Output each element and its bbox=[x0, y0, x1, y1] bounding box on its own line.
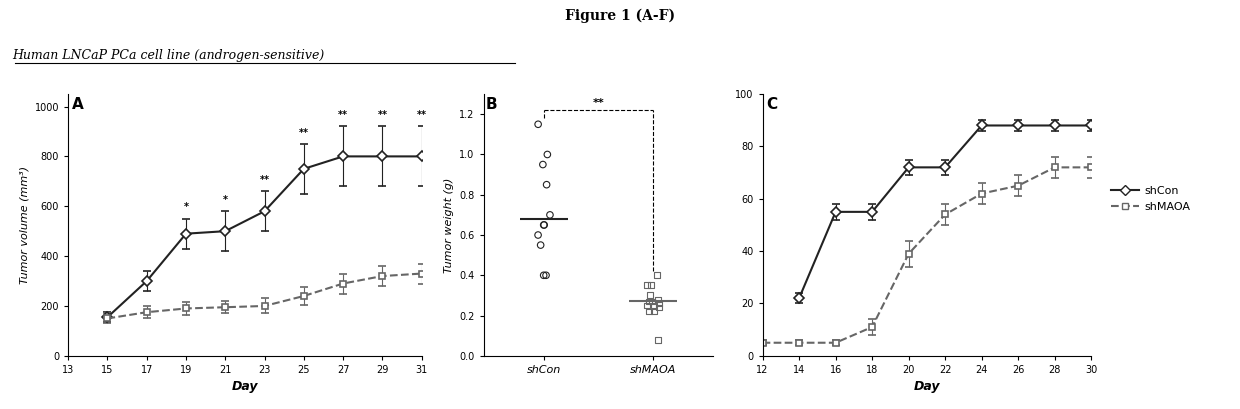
Y-axis label: Tumor volume (mm³): Tumor volume (mm³) bbox=[19, 166, 29, 284]
Text: Human LNCaP PCa cell line (androgen-sensitive): Human LNCaP PCa cell line (androgen-sens… bbox=[12, 49, 325, 62]
Text: **: ** bbox=[299, 128, 309, 138]
Y-axis label: Tumor weight (g): Tumor weight (g) bbox=[444, 177, 454, 273]
Point bbox=[531, 242, 551, 248]
Text: **: ** bbox=[417, 110, 427, 120]
Text: Figure 1 (A-F): Figure 1 (A-F) bbox=[565, 8, 675, 22]
Point bbox=[644, 308, 663, 315]
Text: **: ** bbox=[259, 175, 269, 185]
Point bbox=[534, 222, 554, 228]
Point bbox=[645, 302, 665, 309]
Text: **: ** bbox=[339, 110, 348, 120]
Text: A: A bbox=[72, 97, 83, 112]
Text: **: ** bbox=[593, 98, 604, 108]
Point bbox=[637, 282, 657, 289]
Point bbox=[533, 161, 553, 168]
Point bbox=[642, 298, 662, 305]
Text: *: * bbox=[184, 202, 188, 213]
Point bbox=[637, 302, 657, 309]
X-axis label: Day: Day bbox=[232, 380, 258, 393]
Legend: shCon, shMAOA: shCon, shMAOA bbox=[1106, 182, 1195, 216]
Point bbox=[533, 272, 553, 279]
Point bbox=[649, 337, 668, 343]
Point bbox=[528, 121, 548, 128]
Point bbox=[649, 300, 668, 307]
Point bbox=[640, 298, 660, 305]
Point bbox=[528, 232, 548, 238]
Text: B: B bbox=[486, 97, 497, 112]
X-axis label: Day: Day bbox=[914, 380, 940, 393]
Point bbox=[640, 292, 660, 299]
Point bbox=[537, 151, 557, 158]
Point bbox=[533, 222, 553, 228]
Point bbox=[537, 182, 557, 188]
Point bbox=[640, 308, 660, 315]
Text: C: C bbox=[766, 97, 777, 112]
Point bbox=[649, 304, 668, 311]
Point bbox=[649, 296, 668, 303]
Point bbox=[641, 282, 661, 289]
Text: *: * bbox=[223, 195, 228, 205]
Point bbox=[541, 211, 560, 218]
Point bbox=[647, 272, 667, 279]
Text: **: ** bbox=[377, 110, 387, 120]
Point bbox=[536, 272, 556, 279]
